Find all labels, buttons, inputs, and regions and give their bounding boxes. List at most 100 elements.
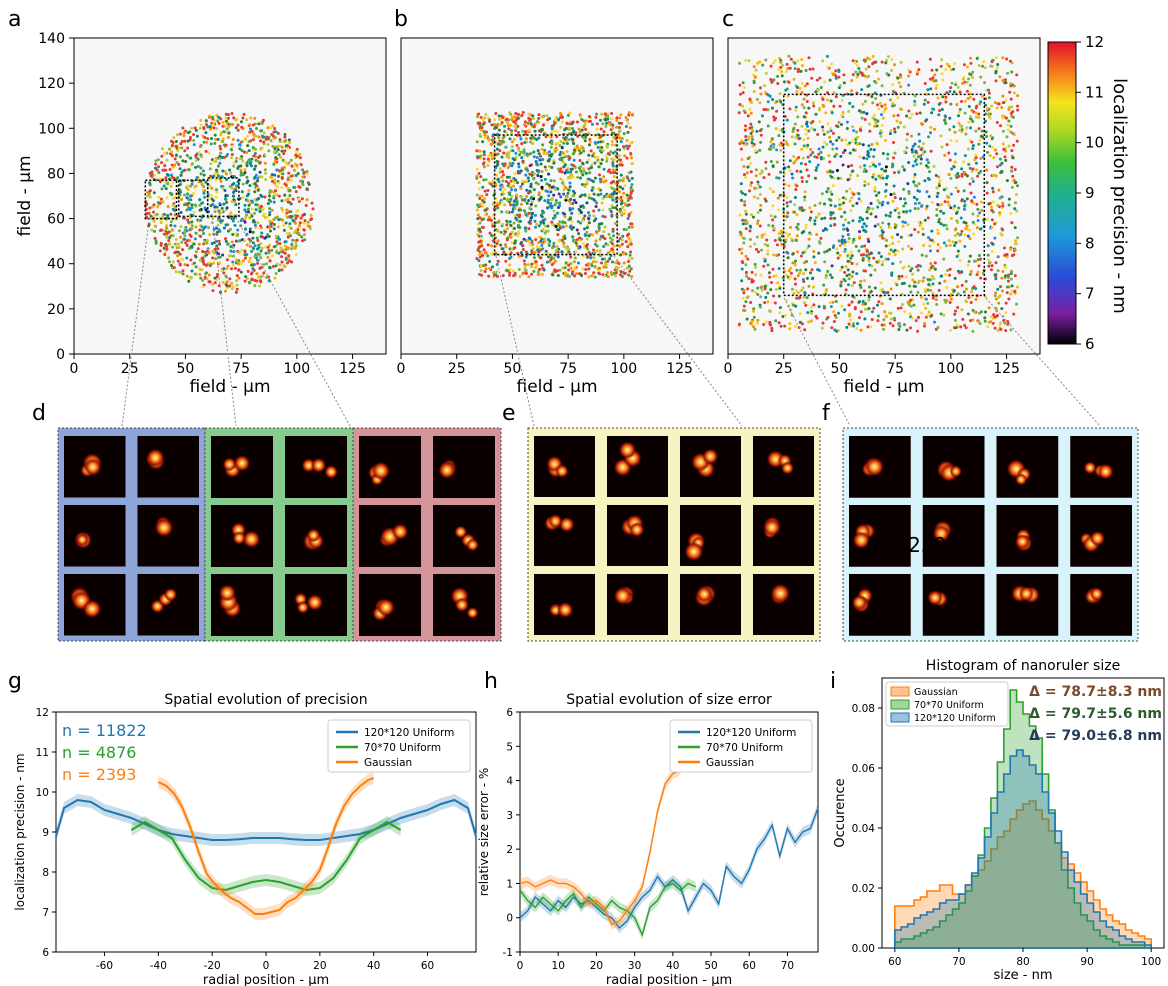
panel-letter-b: b xyxy=(394,7,408,32)
x-tick-label: 75 xyxy=(886,361,904,377)
y-tick-label: 0.06 xyxy=(852,763,876,775)
zoom-connectors xyxy=(121,213,1101,427)
legend-label: Gaussian xyxy=(706,757,754,769)
legend-label: 120*120 Uniform xyxy=(914,713,996,724)
confidence-band xyxy=(158,772,374,920)
x-tick-label: 125 xyxy=(993,361,1020,377)
x-tick-label: 75 xyxy=(232,361,250,377)
nanoruler-image xyxy=(996,436,1059,498)
y-tick-label: 6 xyxy=(42,947,49,959)
xlabel-b: field - µm xyxy=(517,377,598,397)
y-tick-label: 5 xyxy=(506,741,513,753)
x-tick-label: 60 xyxy=(743,960,756,972)
nanoruler-image xyxy=(753,505,814,566)
y-tick-label: 10 xyxy=(36,787,49,799)
x-tick-label: 20 xyxy=(590,960,603,972)
x-tick-label: 75 xyxy=(559,361,577,377)
x-tick-label: 10 xyxy=(552,960,565,972)
confidence-band xyxy=(56,794,476,846)
nanoruler-image xyxy=(64,505,126,567)
x-tick-label: 0 xyxy=(263,960,270,972)
x-tick-label: 40 xyxy=(367,960,380,972)
ylabel-a: field - µm xyxy=(15,156,35,237)
histogram-series xyxy=(894,749,1152,949)
colorbar-tick-label: 11 xyxy=(1085,83,1104,101)
x-tick-label: 50 xyxy=(504,361,522,377)
y-tick-label: 9 xyxy=(42,827,49,839)
x-tick-label: 0 xyxy=(517,960,524,972)
y-axis-label: relative size error - % xyxy=(477,768,491,897)
nanoruler-image xyxy=(137,436,199,498)
nanoruler-image xyxy=(359,436,421,498)
legend-label: 70*70 Uniform xyxy=(706,742,783,754)
y-tick-label: 140 xyxy=(38,31,65,47)
y-tick-label: 8 xyxy=(42,867,49,879)
x-tick-label: 0 xyxy=(397,361,406,377)
x-tick-label: 25 xyxy=(448,361,466,377)
chart-i: 60 70 80 90 100 0.00 0.02 0.04 0.06 0.08 Histogram… xyxy=(833,658,1165,983)
x-tick-label: 125 xyxy=(666,361,693,377)
x-tick-label: 100 xyxy=(283,361,310,377)
x-tick-label: 20 xyxy=(313,960,326,972)
panel-letter-i: i xyxy=(830,669,836,694)
x-tick-label: 70 xyxy=(781,960,794,972)
colorbar-tick-label: 10 xyxy=(1085,134,1104,152)
y-tick-label: 2 xyxy=(506,844,513,856)
legend-label: 120*120 Uniform xyxy=(706,727,796,739)
colorbar-label: localization precision - nm xyxy=(1109,78,1130,314)
stat-annotation: Δ = 79.0±6.8 nm xyxy=(1029,728,1162,744)
x-tick-label: 100 xyxy=(610,361,637,377)
x-tick-label: 90 xyxy=(1080,956,1093,968)
n-count-label: n = 4876 xyxy=(62,743,136,762)
y-tick-label: 1 xyxy=(506,878,513,890)
scatter-plot-b: field - µm 0 25 50 75 100 125 xyxy=(397,37,714,397)
legend-label: 70*70 Uniform xyxy=(364,742,441,754)
colorbar-tick-label: 8 xyxy=(1085,234,1095,252)
x-tick-label: 25 xyxy=(775,361,793,377)
histogram-series xyxy=(894,689,1152,949)
y-tick-label: 60 xyxy=(47,212,65,228)
y-tick-label: 7 xyxy=(42,907,49,919)
scatter-plot-c: field - µm 0 25 50 75 100 125 xyxy=(724,37,1041,397)
series-line xyxy=(130,820,402,892)
x-tick-label: -60 xyxy=(96,960,113,972)
stat-annotation: Δ = 79.7±5.6 nm xyxy=(1029,706,1162,722)
panel-letter-a: a xyxy=(8,7,21,32)
y-tick-label: 11 xyxy=(36,747,49,759)
series-line xyxy=(519,882,697,937)
y-tick-label: 0.08 xyxy=(852,703,875,715)
y-tick-label: 100 xyxy=(38,121,65,137)
chart-title: Spatial evolution of size error xyxy=(566,692,772,708)
chart-title: Spatial evolution of precision xyxy=(164,692,367,708)
confidence-band xyxy=(520,878,696,940)
y-tick-label: 80 xyxy=(47,166,65,182)
x-tick-label: 0 xyxy=(70,361,79,377)
x-tick-label: -20 xyxy=(204,960,221,972)
y-axis-label: Occurence xyxy=(833,778,848,847)
y-tick-label: 0 xyxy=(506,913,513,925)
panel-letter-e: e xyxy=(502,401,516,426)
nanoruler-image xyxy=(922,574,985,636)
overlay-n-label: n = 2393 xyxy=(866,533,959,557)
legend-label: Gaussian xyxy=(914,687,958,698)
x-tick-label: 60 xyxy=(888,956,901,968)
y-tick-label: 4 xyxy=(506,776,513,788)
y-tick-label: 20 xyxy=(47,302,65,318)
panel-letter-f: f xyxy=(822,401,831,426)
x-axis-label: radial position - µm xyxy=(203,973,329,986)
y-tick-label: 12 xyxy=(36,707,49,719)
x-tick-label: 30 xyxy=(628,960,641,972)
x-tick-label: -40 xyxy=(150,960,167,972)
x-axis-label: radial position - µm xyxy=(606,973,732,986)
chart-h: 0 10 20 30 40 50 60 70 -1 0 1 2 3 4 5 6 Spatial evolutio… xyxy=(477,692,819,986)
y-tick-label: 120 xyxy=(38,76,65,92)
confidence-band xyxy=(131,816,401,896)
scatter-plot-a: field - µm field - µm 0 25 50 75 100 125 0204… xyxy=(15,31,387,397)
y-tick-label: 6 xyxy=(506,707,513,719)
nanoruler-image-grids xyxy=(57,427,1139,642)
nanoruler-image xyxy=(996,574,1059,636)
x-tick-label: 100 xyxy=(1141,956,1161,968)
y-tick-label: 0.00 xyxy=(852,943,875,955)
x-tick-label: 50 xyxy=(831,361,849,377)
panel-letter-d: d xyxy=(32,401,46,426)
